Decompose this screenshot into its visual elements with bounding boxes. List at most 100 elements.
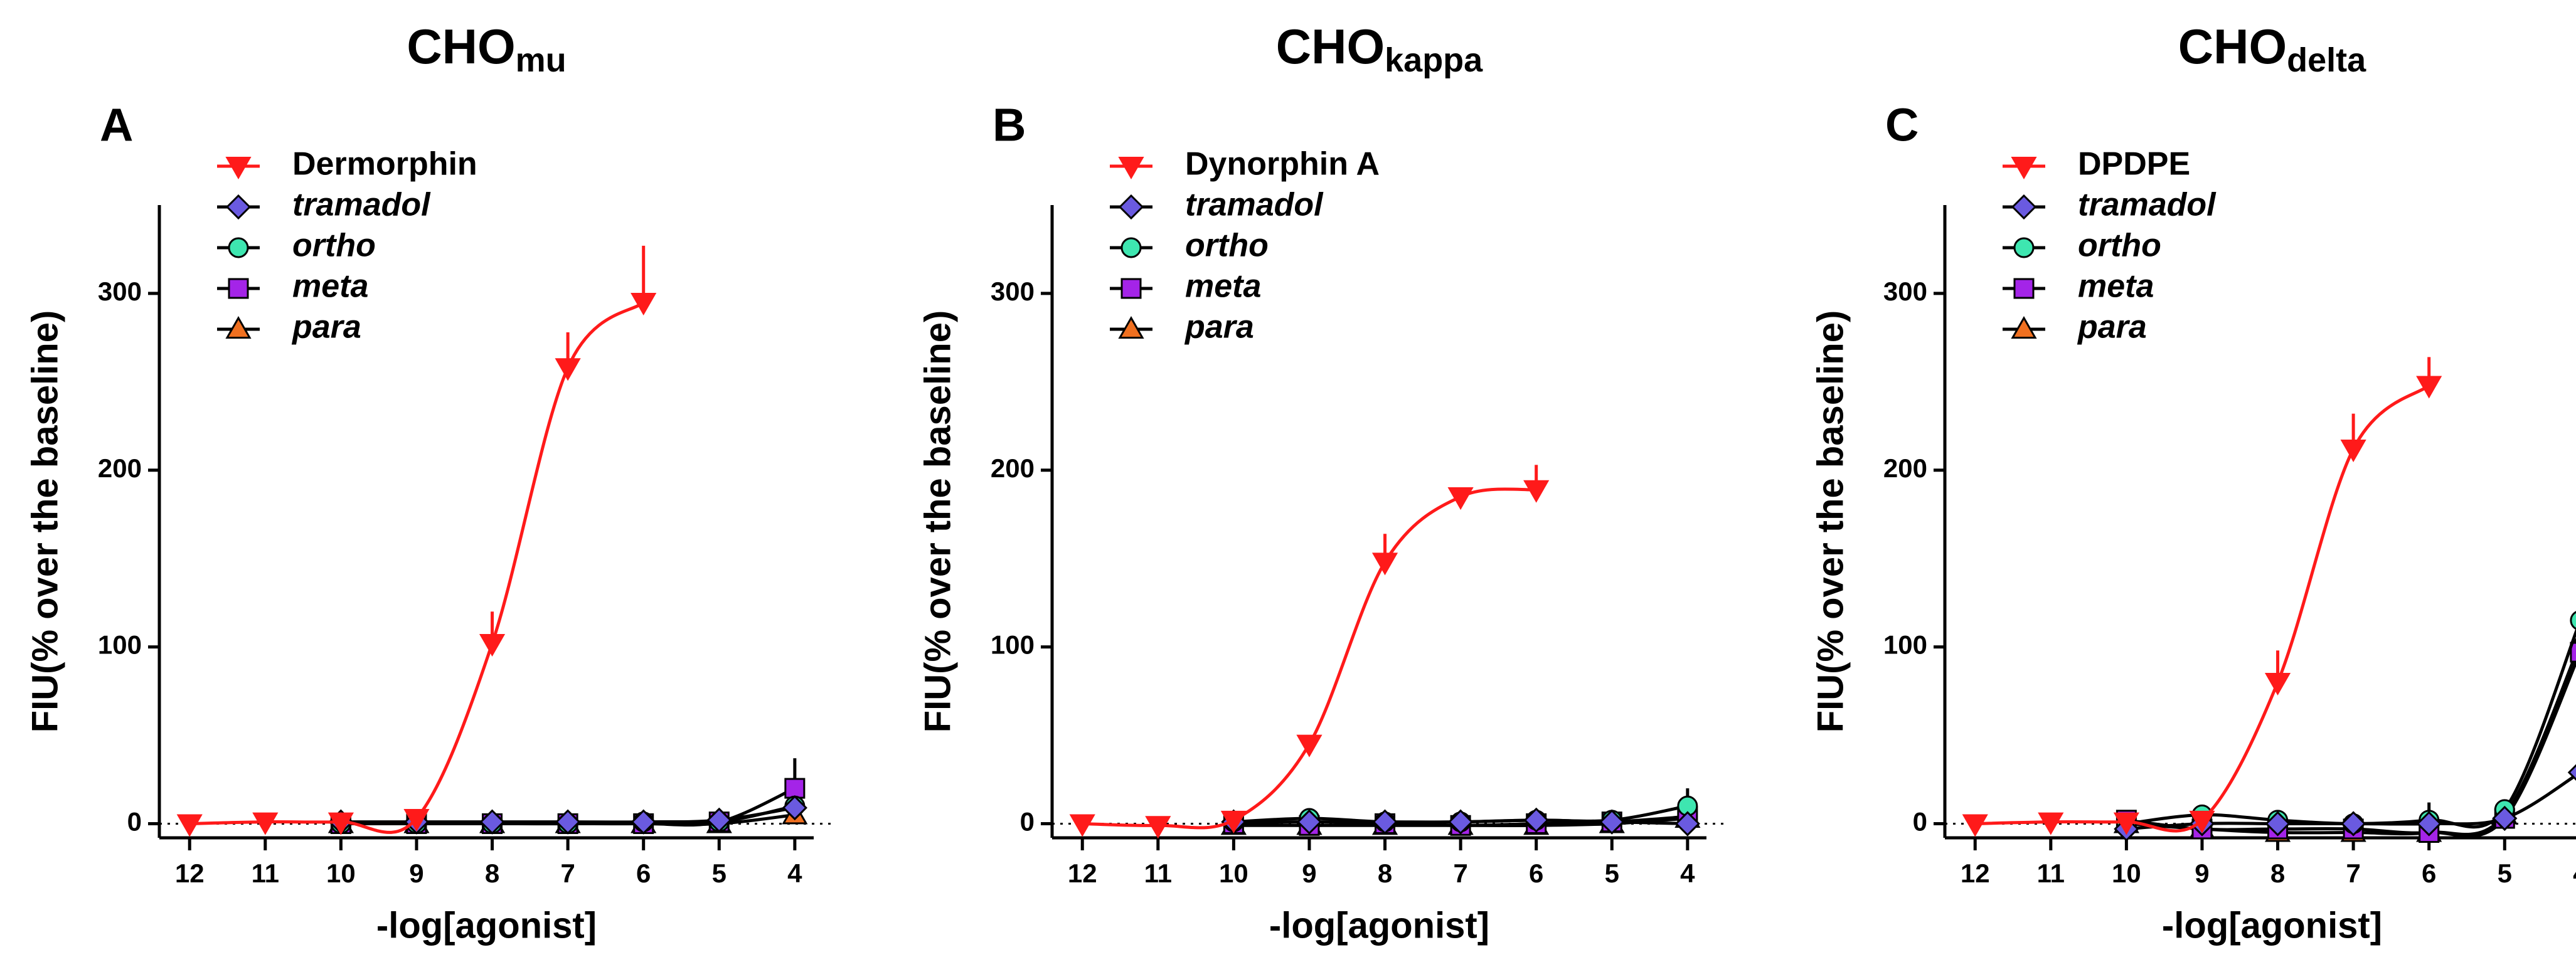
legend-label: para — [291, 309, 361, 346]
title-subscript: kappa — [1385, 41, 1483, 79]
legend-label: tramadol — [2078, 187, 2217, 223]
legend-label: Dynorphin A — [1185, 146, 1380, 182]
legend-label: tramadol — [1185, 187, 1324, 223]
x-tick-label: 7 — [1453, 859, 1467, 888]
y-tick-label: 0 — [127, 807, 142, 837]
marker — [225, 194, 252, 220]
y-tick-label: 200 — [991, 453, 1035, 483]
y-tick-label: 300 — [98, 277, 142, 306]
legend-label: para — [1184, 309, 1254, 346]
marker — [1118, 157, 1144, 180]
marker — [1371, 552, 1398, 576]
y-tick-label: 200 — [98, 453, 142, 483]
marker — [225, 157, 252, 180]
title-main: CHO — [2178, 19, 2287, 74]
x-tick-label: 4 — [2573, 859, 2576, 888]
marker — [784, 778, 806, 799]
marker — [2011, 157, 2037, 180]
y-tick-label: 100 — [98, 630, 142, 660]
marker — [1296, 809, 1323, 835]
x-tick-label: 4 — [787, 859, 802, 888]
x-tick-label: 12 — [175, 859, 205, 888]
x-tick-label: 8 — [1378, 859, 1392, 888]
marker — [2570, 642, 2576, 663]
marker — [631, 293, 657, 316]
series-line — [189, 301, 645, 834]
x-tick-label: 9 — [2195, 859, 2209, 888]
marker — [2492, 805, 2518, 832]
x-tick-label: 8 — [485, 859, 499, 888]
marker — [1118, 315, 1144, 339]
marker — [1069, 814, 1095, 837]
marker — [2340, 439, 2366, 462]
marker — [1599, 809, 1625, 835]
x-tick-label: 10 — [326, 859, 356, 888]
legend-label: ortho — [292, 228, 376, 264]
legend-label: meta — [1185, 268, 1261, 305]
marker — [228, 237, 249, 258]
title-main: CHO — [1276, 19, 1385, 74]
marker — [1674, 811, 1700, 837]
marker — [1220, 810, 1247, 833]
marker — [1447, 487, 1474, 510]
x-tick-label: 11 — [2037, 859, 2065, 888]
y-tick-label: 100 — [991, 630, 1035, 660]
panel-letter: B — [993, 99, 1026, 151]
marker — [479, 809, 505, 835]
legend-label: ortho — [2078, 228, 2161, 264]
marker — [2567, 764, 2576, 781]
marker — [2416, 811, 2442, 837]
x-tick-label: 6 — [636, 859, 651, 888]
x-tick-label: 11 — [252, 859, 279, 888]
x-tick-label: 5 — [712, 859, 726, 888]
legend-label: ortho — [1185, 228, 1269, 264]
marker — [2113, 812, 2139, 835]
marker — [403, 808, 430, 832]
y-axis-label: FIU(% over the baseline) — [917, 310, 958, 733]
legend-label: para — [2077, 309, 2147, 346]
marker — [2570, 611, 2576, 630]
x-tick-label: 6 — [1529, 859, 1543, 888]
series-line — [1975, 384, 2430, 833]
x-tick-label: 10 — [1219, 859, 1248, 888]
x-tick-label: 9 — [409, 859, 423, 888]
y-tick-label: 0 — [1020, 807, 1035, 837]
y-tick-label: 300 — [1883, 277, 1927, 306]
marker — [1523, 480, 1550, 503]
legend-label: meta — [292, 268, 368, 305]
legend-label: DPDPE — [2078, 146, 2190, 182]
x-tick-label: 7 — [560, 859, 575, 888]
marker — [1145, 816, 1171, 839]
x-axis-label: -log[agonist] — [2162, 905, 2382, 946]
y-tick-label: 300 — [991, 277, 1035, 306]
marker — [2416, 376, 2442, 399]
panel: CHOkappa B 0 100 200 300 12 11 10 9 8 7 6 5 4 -log[agon… — [917, 19, 1725, 946]
marker — [176, 814, 203, 837]
marker — [1448, 809, 1474, 835]
marker — [706, 807, 732, 833]
x-tick-label: 11 — [1144, 859, 1172, 888]
marker — [782, 795, 807, 821]
chart-title: CHOkappa — [1276, 19, 1483, 80]
panel-letter: C — [1885, 99, 1919, 151]
y-axis-label: FIU(% over the baseline) — [24, 310, 65, 733]
marker — [1523, 807, 1549, 833]
marker — [1296, 734, 1323, 758]
marker — [479, 633, 506, 657]
marker — [225, 315, 252, 339]
series-line — [1082, 487, 1536, 830]
legend-label: Dermorphin — [292, 146, 477, 182]
marker — [2013, 278, 2035, 299]
x-axis-label: -log[agonist] — [376, 905, 597, 946]
marker — [2038, 812, 2064, 835]
panel: CHOmu A 0 100 200 300 12 11 10 9 8 7 6 5 4 -log[agonist… — [24, 19, 833, 946]
marker — [2011, 315, 2037, 339]
chart-title: CHOmu — [407, 19, 566, 80]
x-tick-label: 12 — [1961, 859, 1990, 888]
marker — [2011, 194, 2037, 220]
title-subscript: delta — [2287, 41, 2366, 79]
x-tick-label: 4 — [1680, 859, 1695, 888]
series-line — [2126, 627, 2576, 829]
marker — [228, 278, 249, 299]
